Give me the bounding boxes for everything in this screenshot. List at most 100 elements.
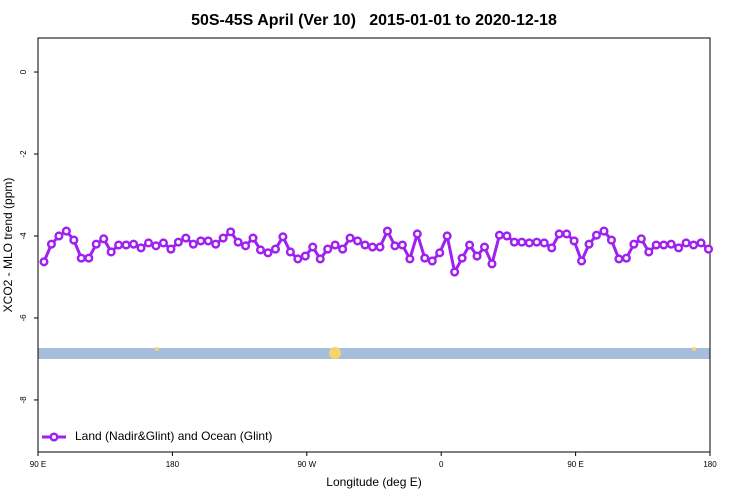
data-point [173, 237, 183, 247]
data-point [689, 240, 699, 250]
data-point [211, 239, 221, 249]
data-point [300, 251, 310, 261]
data-point [46, 239, 56, 249]
chart-title: 50S-45S April (Ver 10) 2015-01-01 to 202… [191, 12, 557, 29]
data-point [233, 237, 243, 247]
data-point [39, 257, 49, 267]
marker-dot [692, 347, 696, 351]
data-point [76, 253, 86, 263]
data-point [479, 242, 490, 252]
data-point [442, 231, 452, 241]
data-point [270, 244, 280, 254]
data-point [539, 238, 549, 248]
data-point [308, 242, 318, 252]
data-point [517, 237, 527, 247]
data-point [435, 248, 445, 258]
data-point [606, 235, 616, 245]
data-point [285, 247, 295, 257]
data-point [577, 256, 587, 266]
land-band [38, 348, 710, 359]
x-tick-label: 90 W [297, 460, 316, 469]
data-point [129, 239, 139, 249]
data-point [121, 240, 131, 250]
data-point [188, 239, 198, 249]
y-tick-label: -2 [19, 150, 28, 158]
data-point [644, 247, 654, 257]
data-point [703, 244, 714, 254]
data-point [591, 230, 602, 240]
data-point [330, 240, 340, 250]
data-point [338, 244, 348, 254]
y-tick-label: -6 [19, 314, 28, 322]
data-point [465, 240, 475, 250]
data-point [450, 267, 460, 277]
data-point [226, 227, 236, 237]
data-point [375, 242, 385, 252]
data-point [114, 240, 124, 250]
data-point [659, 240, 669, 250]
y-tick-label: 0 [19, 69, 28, 74]
data-point [390, 241, 400, 251]
data-point [367, 242, 378, 252]
data-point [405, 254, 415, 264]
data-point [621, 253, 631, 263]
data-point [554, 229, 564, 239]
data-point [345, 233, 355, 243]
x-tick-label: 180 [703, 460, 717, 469]
data-point [674, 243, 684, 253]
data-point [584, 239, 594, 249]
data-point [54, 231, 64, 241]
y-tick-label: -4 [19, 232, 28, 240]
x-tick-label: 180 [166, 460, 180, 469]
data-point [696, 238, 706, 248]
data-point [91, 239, 101, 249]
data-point [457, 253, 467, 263]
data-point [84, 253, 94, 263]
data-point [629, 239, 639, 249]
data-point [651, 240, 661, 250]
data-point [315, 254, 325, 264]
x-tick-label: 90 E [30, 460, 46, 469]
data-point [614, 254, 624, 264]
data-point [353, 236, 363, 246]
data-point [278, 232, 288, 242]
data-point [547, 243, 557, 253]
data-point [158, 238, 168, 248]
data-point [203, 236, 213, 246]
data-point [532, 237, 542, 247]
data-point [681, 238, 691, 248]
data-point [143, 238, 154, 248]
data-point [427, 256, 437, 266]
data-point [181, 233, 191, 243]
x-tick-label: 0 [439, 460, 444, 469]
data-point [360, 240, 370, 250]
data-point [487, 259, 497, 269]
data-point [255, 245, 266, 255]
data-point [196, 236, 206, 246]
data-point [412, 229, 422, 239]
data-point [99, 234, 109, 244]
data-point [569, 236, 579, 246]
legend-label: Land (Nadir&Glint) and Ocean (Glint) [75, 429, 272, 443]
x-tick-label: 90 E [567, 460, 583, 469]
marker-dot [329, 347, 341, 359]
data-point [323, 244, 333, 254]
data-point [248, 233, 258, 243]
data-point [241, 241, 251, 251]
y-axis-label: XCO2 - MLO trend (ppm) [1, 178, 15, 313]
data-point [524, 238, 534, 248]
data-point [494, 230, 504, 240]
data-point [106, 247, 116, 257]
data-point [61, 226, 71, 236]
data-point [472, 251, 482, 261]
data-point [397, 240, 407, 250]
data-point [666, 239, 676, 249]
data-point [151, 241, 161, 251]
data-point [69, 235, 79, 245]
data-point [636, 234, 646, 244]
data-point [166, 244, 176, 254]
data-point [599, 226, 609, 236]
data-point [293, 254, 303, 264]
y-tick-label: -8 [19, 396, 28, 404]
